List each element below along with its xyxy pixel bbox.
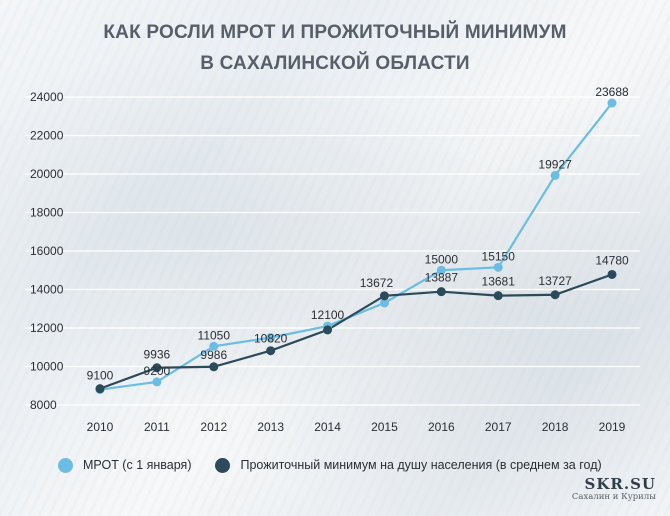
x-tick-label: 2013 (257, 420, 284, 434)
y-tick-label: 16000 (30, 244, 64, 258)
data-point (266, 346, 276, 356)
data-point (152, 377, 162, 387)
legend-label-mrot: МРОТ (с 1 января) (83, 458, 192, 472)
y-tick-label: 24000 (30, 90, 64, 104)
data-point (95, 384, 105, 394)
legend-item-subsistence: Прожиточный минимум на душу населения (в… (215, 457, 602, 473)
data-label: 11050 (198, 328, 231, 342)
data-point (209, 341, 219, 351)
series-lines (95, 98, 617, 395)
legend-marker-mrot (58, 457, 73, 473)
x-tick-label: 2016 (428, 420, 455, 434)
data-point (493, 291, 503, 301)
y-tick-label: 14000 (30, 283, 64, 297)
data-point (607, 98, 617, 108)
data-label: 9100 (87, 369, 114, 383)
x-tick-label: 2014 (314, 420, 341, 434)
logo-brand: SKR.SU (584, 475, 656, 493)
data-labels: 9200 11050 12100 15000 15150 19927 23688 9100 99… (87, 85, 629, 383)
legend: МРОТ (с 1 января) Прожиточный минимум на… (58, 454, 626, 476)
data-label: 15150 (482, 249, 516, 263)
logo-tagline: Сахалин и Курилы (571, 492, 656, 502)
data-label: 23688 (595, 85, 629, 99)
data-point (209, 362, 219, 372)
data-label: 13887 (425, 271, 459, 285)
data-point (493, 262, 503, 272)
grid-lines (25, 96, 640, 406)
legend-item-mrot: МРОТ (с 1 января) (58, 457, 192, 473)
chart-title-line-1: КАК РОСЛИ МРОТ И ПРОЖИТОЧНЫЙ МИНИМУМ (103, 22, 567, 43)
skr-logo: SKR.SU Сахалин и Курилы (572, 476, 656, 503)
data-point (379, 291, 389, 301)
data-label: 12100 (311, 308, 345, 322)
series-line-1 (99, 273, 613, 390)
data-label: 13672 (360, 276, 394, 290)
x-tick-label: 2018 (542, 420, 569, 434)
y-tick-label: 8000 (30, 398, 57, 412)
data-label: 19927 (538, 157, 572, 171)
data-label: 10820 (254, 332, 288, 346)
x-tick-label: 2015 (371, 420, 398, 434)
data-point (266, 333, 276, 343)
chart-title-line-2: В САХАЛИНСКОЙ ОБЛАСТИ (200, 53, 470, 74)
x-tick-label: 2019 (599, 420, 626, 434)
data-label: 9200 (144, 364, 171, 378)
x-axis-ticks: 2010 2011 2012 2013 2014 2015 2016 2017 2018 2019 (87, 420, 626, 434)
y-tick-label: 20000 (30, 167, 64, 181)
data-label: 15000 (425, 252, 459, 266)
data-point (550, 170, 560, 180)
data-point (323, 325, 333, 335)
data-point (436, 287, 446, 297)
data-point (152, 363, 162, 373)
series-line-0 (99, 102, 613, 391)
data-label: 13727 (538, 274, 572, 288)
data-point (436, 265, 446, 275)
data-label: 9936 (144, 348, 171, 362)
x-tick-label: 2017 (485, 420, 512, 434)
data-point (379, 298, 389, 308)
y-tick-label: 10000 (30, 360, 64, 374)
y-tick-label: 12000 (30, 321, 64, 335)
data-label: 9986 (200, 348, 227, 362)
y-tick-label: 22000 (30, 129, 64, 143)
legend-label-subsistence: Прожиточный минимум на душу населения (в… (240, 458, 602, 472)
data-label: 13681 (482, 275, 516, 289)
y-axis-ticks: 8000 10000 12000 14000 16000 18000 20000 22000 2… (30, 90, 64, 412)
y-tick-label: 18000 (30, 206, 64, 220)
data-point (550, 290, 560, 300)
x-tick-label: 2011 (144, 420, 170, 434)
legend-marker-subsistence (215, 457, 231, 473)
x-tick-label: 2010 (87, 420, 114, 434)
data-point (607, 269, 617, 279)
x-tick-label: 2012 (200, 420, 227, 434)
data-label: 14780 (595, 253, 629, 267)
